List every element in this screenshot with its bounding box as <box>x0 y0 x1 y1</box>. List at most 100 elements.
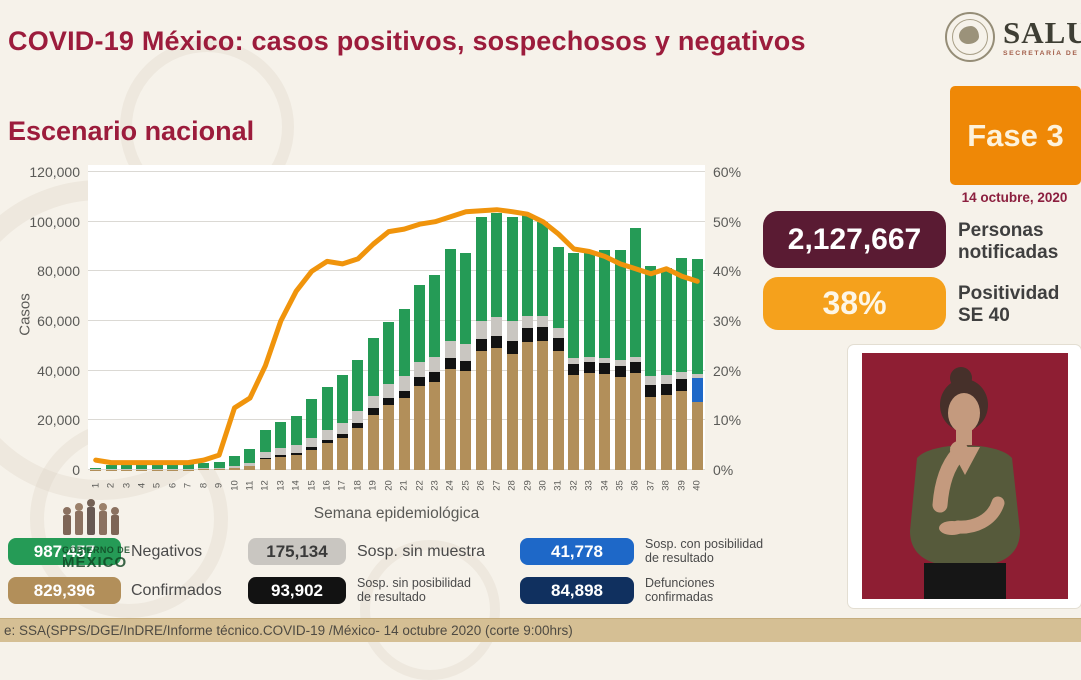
bar-segment <box>383 322 394 384</box>
bar-segment <box>429 382 440 470</box>
bar-segment <box>383 405 394 470</box>
bar-segment <box>445 249 456 341</box>
x-tick-label: 22 <box>414 480 425 491</box>
bar-week-35 <box>615 250 626 470</box>
bar-week-31 <box>553 247 564 470</box>
bar-segment <box>553 338 564 351</box>
x-tick: 25 <box>460 474 471 500</box>
x-tick: 26 <box>476 474 487 500</box>
x-tick-label: 10 <box>229 480 240 491</box>
bar-segment <box>507 321 518 341</box>
x-tick-label: 23 <box>429 480 440 491</box>
bar-week-18 <box>352 360 363 470</box>
bar-segment <box>661 375 672 384</box>
bar-segment <box>584 362 595 373</box>
x-tick-label: 32 <box>568 480 579 491</box>
report-date: 14 octubre, 2020 <box>948 190 1081 205</box>
bar-segment <box>615 366 626 377</box>
x-tick-label: 14 <box>291 480 302 491</box>
bar-week-26 <box>476 217 487 470</box>
bar-week-13 <box>275 422 286 470</box>
bar-week-8 <box>198 463 209 470</box>
bar-segment <box>645 266 656 376</box>
bar-week-5 <box>152 463 163 470</box>
y-tick-left: 20,000 <box>2 412 80 428</box>
bar-segment <box>229 468 240 470</box>
x-tick-label: 33 <box>584 480 595 491</box>
x-axis-label: Semana epidemiológica <box>88 505 705 523</box>
y-tick-right: 20% <box>713 363 763 379</box>
x-tick: 32 <box>568 474 579 500</box>
bar-segment <box>322 387 333 429</box>
bar-week-36 <box>630 228 641 470</box>
x-tick-label: 39 <box>676 480 687 491</box>
bar-segment <box>537 316 548 327</box>
bar-segment <box>275 422 286 448</box>
bar-week-38 <box>661 268 672 470</box>
bar-week-6 <box>167 463 178 470</box>
eagle-emblem-icon <box>945 12 995 62</box>
x-tick-label: 15 <box>306 480 317 491</box>
bar-segment <box>198 469 209 470</box>
x-tick: 9 <box>214 474 225 500</box>
bar-segment <box>599 250 610 359</box>
page-title: COVID-19 México: casos positivos, sospec… <box>8 26 806 57</box>
bar-segment <box>553 328 564 338</box>
bar-segment <box>615 377 626 470</box>
x-tick-label: 7 <box>183 483 194 488</box>
x-tick: 13 <box>275 474 286 500</box>
x-tick-label: 4 <box>136 483 147 488</box>
bar-segment <box>522 316 533 328</box>
salud-wordmark: SALUD <box>1003 17 1081 48</box>
bar-segment <box>414 285 425 362</box>
x-tick-label: 27 <box>491 480 502 491</box>
bar-week-30 <box>537 222 548 470</box>
x-tick: 18 <box>352 474 363 500</box>
interpreter-figure <box>862 353 1068 599</box>
y-tick-right: 10% <box>713 412 763 428</box>
x-tick: 5 <box>152 474 163 500</box>
bar-week-22 <box>414 285 425 470</box>
bar-segment <box>291 445 302 453</box>
x-tick: 39 <box>676 474 687 500</box>
legend-label-confirmados: Confirmados <box>131 582 222 600</box>
positividad-label: Positividad SE 40 <box>958 283 1059 327</box>
bar-segment <box>383 398 394 405</box>
x-tick: 23 <box>429 474 440 500</box>
bar-segment <box>645 397 656 470</box>
bar-week-12 <box>260 430 271 470</box>
x-tick: 7 <box>183 474 194 500</box>
bar-segment <box>476 339 487 351</box>
legend-label-negativos: Negativos <box>131 543 202 561</box>
y-tick-left: 80,000 <box>2 263 80 279</box>
bar-segment <box>692 378 703 402</box>
bar-segment <box>584 252 595 358</box>
legend-value-confirmados: 829,396 <box>8 577 121 604</box>
y-tick-left: 40,000 <box>2 363 80 379</box>
bar-week-19 <box>368 338 379 470</box>
bar-segment <box>429 275 440 356</box>
bar-week-34 <box>599 250 610 470</box>
bar-segment <box>553 247 564 327</box>
bar-week-10 <box>229 456 240 470</box>
bar-segment <box>337 375 348 422</box>
bar-segment <box>676 258 687 372</box>
background-watermark-swirl <box>360 540 500 680</box>
bar-segment <box>676 372 687 379</box>
bar-week-23 <box>429 275 440 470</box>
x-tick: 28 <box>507 474 518 500</box>
bar-segment <box>553 351 564 470</box>
chart-bars <box>88 165 705 470</box>
y-tick-right: 60% <box>713 164 763 180</box>
x-tick: 35 <box>615 474 626 500</box>
bar-week-21 <box>399 309 410 470</box>
bar-week-15 <box>306 399 317 470</box>
x-tick: 34 <box>599 474 610 500</box>
x-tick-label: 9 <box>214 483 225 488</box>
x-tick: 11 <box>244 474 255 500</box>
y-tick-left: 120,000 <box>2 164 80 180</box>
x-tick-label: 1 <box>90 483 101 488</box>
gobierno-figures-icon <box>57 497 129 541</box>
y-tick-right: 30% <box>713 313 763 329</box>
bar-segment <box>615 360 626 367</box>
